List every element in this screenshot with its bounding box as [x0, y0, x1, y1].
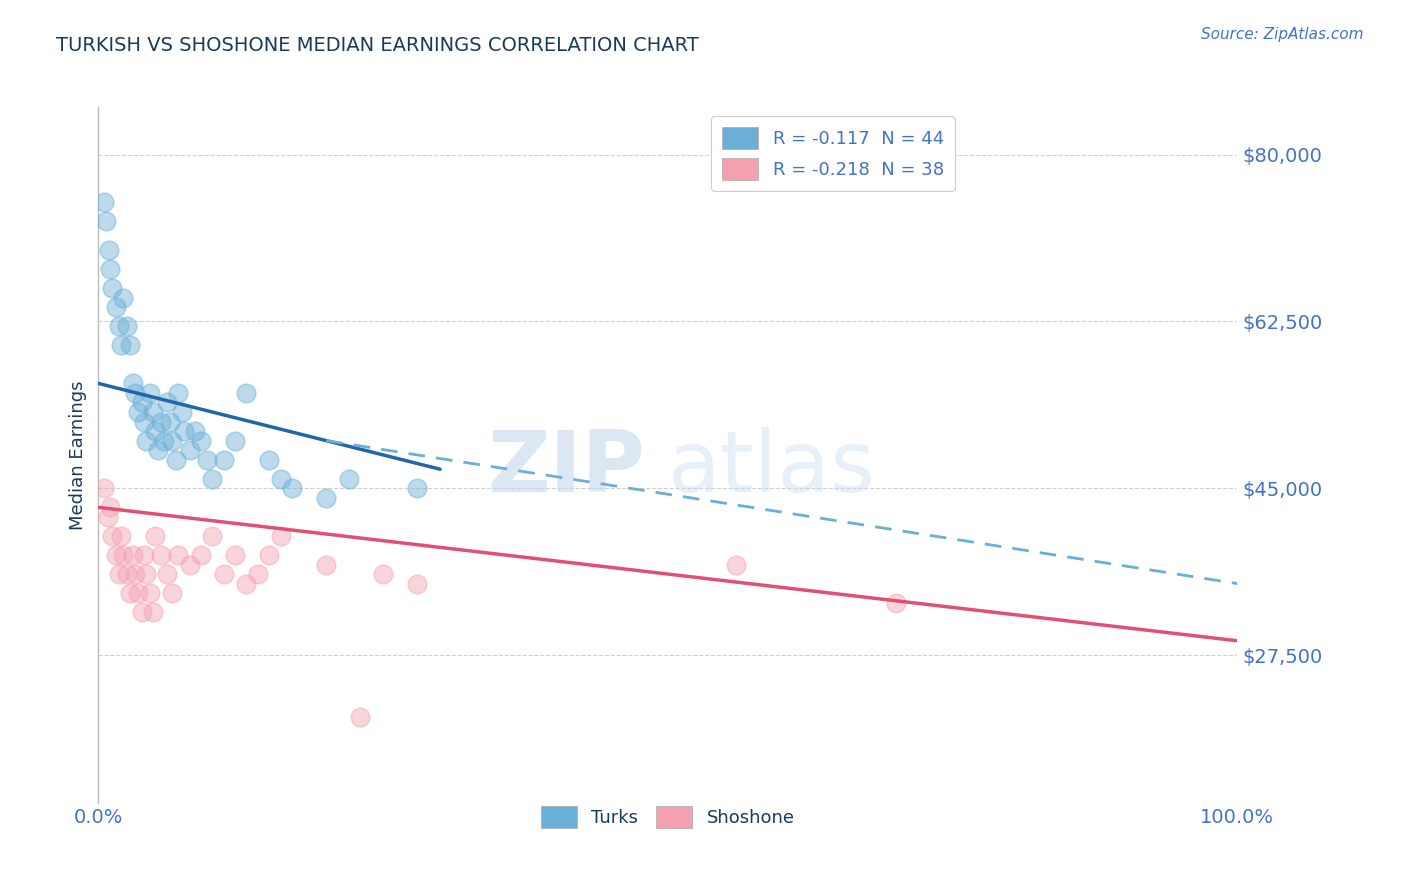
- Point: [162, 434, 184, 448]
- Point: [108, 567, 131, 582]
- Point: [132, 415, 155, 429]
- Point: [235, 386, 257, 401]
- Point: [115, 319, 138, 334]
- Point: [156, 567, 179, 582]
- Point: [884, 596, 907, 610]
- Point: [97, 243, 120, 257]
- Point: [142, 405, 165, 419]
- Point: [131, 605, 153, 619]
- Point: [201, 472, 224, 486]
- Point: [104, 300, 127, 314]
- Point: [135, 567, 157, 582]
- Point: [259, 452, 281, 467]
- Point: [142, 605, 165, 619]
- Point: [281, 481, 304, 495]
- Point: [96, 509, 118, 524]
- Point: [120, 586, 142, 600]
- Point: [235, 576, 257, 591]
- Point: [165, 452, 187, 467]
- Point: [96, 214, 118, 228]
- Point: [93, 481, 115, 495]
- Point: [115, 567, 138, 582]
- Point: [98, 500, 121, 515]
- Point: [371, 567, 394, 582]
- Point: [270, 472, 292, 486]
- Point: [406, 576, 429, 591]
- Point: [93, 195, 115, 210]
- Point: [315, 558, 337, 572]
- Point: [167, 548, 190, 562]
- Point: [121, 548, 143, 562]
- Point: [179, 443, 201, 458]
- Point: [135, 434, 157, 448]
- Point: [101, 529, 124, 543]
- Text: ZIP: ZIP: [488, 427, 645, 510]
- Point: [108, 319, 131, 334]
- Point: [120, 338, 142, 352]
- Point: [224, 434, 246, 448]
- Point: [337, 472, 360, 486]
- Point: [138, 586, 160, 600]
- Point: [190, 434, 212, 448]
- Point: [150, 548, 173, 562]
- Point: [121, 376, 143, 391]
- Point: [162, 586, 184, 600]
- Point: [101, 281, 124, 295]
- Point: [349, 710, 371, 724]
- Point: [153, 434, 176, 448]
- Point: [138, 386, 160, 401]
- Point: [259, 548, 281, 562]
- Point: [124, 567, 146, 582]
- Point: [110, 529, 132, 543]
- Point: [184, 424, 207, 438]
- Point: [98, 262, 121, 277]
- Point: [725, 558, 748, 572]
- Point: [167, 386, 190, 401]
- Point: [173, 424, 195, 438]
- Point: [315, 491, 337, 505]
- Point: [156, 395, 179, 409]
- Point: [224, 548, 246, 562]
- Point: [212, 452, 235, 467]
- Point: [246, 567, 269, 582]
- Point: [131, 395, 153, 409]
- Point: [201, 529, 224, 543]
- Point: [127, 586, 149, 600]
- Point: [212, 567, 235, 582]
- Point: [159, 415, 181, 429]
- Y-axis label: Median Earnings: Median Earnings: [69, 380, 87, 530]
- Point: [145, 424, 167, 438]
- Point: [170, 405, 193, 419]
- Legend: Turks, Shoshone: Turks, Shoshone: [533, 799, 803, 836]
- Point: [179, 558, 201, 572]
- Point: [110, 338, 132, 352]
- Point: [127, 405, 149, 419]
- Point: [145, 529, 167, 543]
- Point: [406, 481, 429, 495]
- Point: [146, 443, 169, 458]
- Point: [112, 548, 135, 562]
- Point: [104, 548, 127, 562]
- Point: [190, 548, 212, 562]
- Text: TURKISH VS SHOSHONE MEDIAN EARNINGS CORRELATION CHART: TURKISH VS SHOSHONE MEDIAN EARNINGS CORR…: [56, 36, 699, 54]
- Text: Source: ZipAtlas.com: Source: ZipAtlas.com: [1201, 27, 1364, 42]
- Point: [132, 548, 155, 562]
- Point: [124, 386, 146, 401]
- Text: atlas: atlas: [668, 427, 876, 510]
- Point: [112, 291, 135, 305]
- Point: [150, 415, 173, 429]
- Point: [270, 529, 292, 543]
- Point: [195, 452, 218, 467]
